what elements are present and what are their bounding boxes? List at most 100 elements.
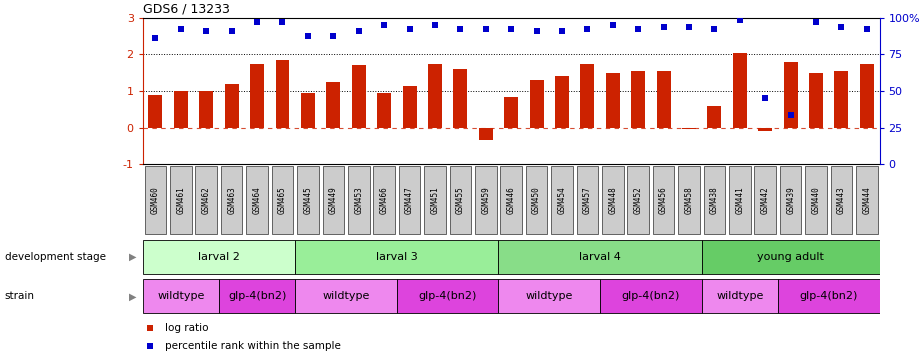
Text: wildtype: wildtype (322, 291, 369, 301)
Text: glp-4(bn2): glp-4(bn2) (799, 291, 858, 301)
Bar (373, 166, 395, 234)
Bar (251, 64, 264, 128)
Bar (602, 166, 624, 234)
Bar (425, 166, 446, 234)
Bar (246, 166, 268, 234)
Text: development stage: development stage (5, 252, 106, 262)
Bar (377, 93, 391, 128)
Text: GSM450: GSM450 (532, 186, 541, 214)
Bar (627, 166, 649, 234)
Bar (221, 166, 242, 234)
Text: log ratio: log ratio (165, 323, 208, 333)
Text: GSM461: GSM461 (176, 186, 185, 214)
Text: GSM462: GSM462 (202, 186, 211, 214)
Bar (834, 71, 848, 128)
Text: young adult: young adult (757, 252, 824, 262)
Bar (678, 166, 700, 234)
Bar (301, 93, 315, 128)
Bar (296, 279, 397, 313)
Bar (707, 106, 721, 128)
Text: GDS6 / 13233: GDS6 / 13233 (143, 2, 229, 15)
Bar (504, 96, 519, 128)
Bar (322, 166, 344, 234)
Bar (397, 279, 498, 313)
Text: strain: strain (5, 291, 35, 301)
Text: GSM438: GSM438 (710, 186, 719, 214)
Bar (428, 64, 442, 128)
Bar (500, 166, 522, 234)
Text: GSM463: GSM463 (227, 186, 236, 214)
Bar (402, 86, 416, 128)
Bar (704, 166, 725, 234)
Bar (657, 71, 670, 128)
Bar (606, 73, 620, 128)
Bar (577, 166, 598, 234)
Bar (805, 166, 827, 234)
Text: GSM454: GSM454 (557, 186, 566, 214)
Text: GSM449: GSM449 (329, 186, 338, 214)
Text: larval 4: larval 4 (579, 252, 621, 262)
Bar (733, 52, 747, 128)
Text: GSM441: GSM441 (735, 186, 744, 214)
Text: GSM455: GSM455 (456, 186, 465, 214)
Bar (275, 60, 289, 128)
Bar (348, 166, 369, 234)
Text: GSM452: GSM452 (634, 186, 643, 214)
Bar (449, 166, 472, 234)
Bar (682, 128, 696, 130)
Text: GSM464: GSM464 (252, 186, 262, 214)
Text: percentile rank within the sample: percentile rank within the sample (165, 341, 341, 351)
Bar (555, 76, 569, 128)
Bar (580, 64, 594, 128)
Bar (780, 166, 801, 234)
Bar (600, 279, 702, 313)
Text: glp-4(bn2): glp-4(bn2) (227, 291, 286, 301)
Bar (143, 240, 296, 274)
Bar (199, 91, 214, 128)
Text: GSM457: GSM457 (583, 186, 592, 214)
Bar (195, 166, 217, 234)
Bar (653, 166, 674, 234)
Text: wildtype: wildtype (717, 291, 764, 301)
Bar (143, 279, 219, 313)
Bar (326, 82, 340, 128)
Bar (526, 166, 547, 234)
Bar (758, 128, 772, 131)
Text: GSM448: GSM448 (608, 186, 617, 214)
Text: GSM453: GSM453 (355, 186, 363, 214)
Bar (702, 240, 880, 274)
Text: GSM460: GSM460 (151, 186, 160, 214)
Bar (399, 166, 420, 234)
Bar (296, 240, 498, 274)
Text: GSM446: GSM446 (507, 186, 516, 214)
Bar (148, 95, 162, 128)
Text: GSM442: GSM442 (761, 186, 770, 214)
Bar (530, 80, 543, 128)
Text: larval 3: larval 3 (376, 252, 418, 262)
Text: ▶: ▶ (129, 252, 136, 262)
Bar (702, 279, 778, 313)
Text: GSM451: GSM451 (430, 186, 439, 214)
Bar (778, 279, 880, 313)
Bar (809, 73, 823, 128)
Text: GSM466: GSM466 (379, 186, 389, 214)
Bar (479, 128, 493, 140)
Bar (272, 166, 293, 234)
Text: wildtype: wildtype (526, 291, 573, 301)
Text: GSM458: GSM458 (684, 186, 694, 214)
Bar (297, 166, 319, 234)
Text: GSM447: GSM447 (405, 186, 414, 214)
Bar (551, 166, 573, 234)
Text: GSM459: GSM459 (482, 186, 490, 214)
Bar (170, 166, 192, 234)
Bar (225, 84, 239, 128)
Bar (145, 166, 167, 234)
Bar (498, 240, 702, 274)
Bar (631, 71, 646, 128)
Text: ▶: ▶ (129, 291, 136, 301)
Bar (453, 69, 467, 128)
Text: GSM439: GSM439 (787, 186, 795, 214)
Text: GSM445: GSM445 (303, 186, 312, 214)
Bar (475, 166, 496, 234)
Bar (831, 166, 852, 234)
